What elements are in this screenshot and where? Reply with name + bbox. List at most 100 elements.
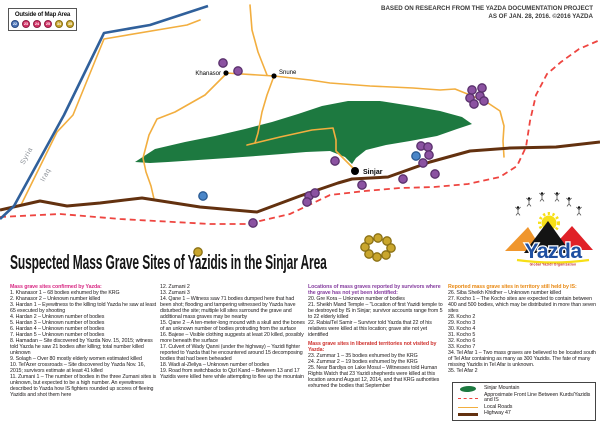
grave-site-entry: 7. Hardan 5 – Unknown number of bodies bbox=[10, 332, 105, 338]
section-heading: Reported mass grave sites in territory s… bbox=[448, 284, 577, 290]
grave-site-entry: 13. Zumani 3 bbox=[160, 290, 190, 296]
outside-map-area-label: Outside of Map Area bbox=[14, 11, 71, 18]
confirmed_by_yazda-marker bbox=[310, 188, 320, 198]
legend-row-mountain: Sinjar Mountain bbox=[456, 385, 592, 393]
logo-people-icons bbox=[515, 192, 582, 216]
grave-site-entry: 31. Kocho 5 bbox=[448, 332, 476, 338]
grave-site-markers bbox=[193, 58, 489, 262]
town-label-khanasor: Khanasor bbox=[195, 71, 221, 77]
logo-mountain-black bbox=[524, 221, 571, 253]
grave-site-entry: 23. Zummar 1 – 35 bodies exhumed by the … bbox=[308, 353, 418, 359]
grave-site-entry: 34. Tel Afar 1 – Two mass graves are bel… bbox=[448, 350, 596, 368]
outside-map-dots: 22 23 24 25 34 35 bbox=[11, 19, 74, 28]
grave-site-entry: 16. Bajese – Visible clothing suggests a… bbox=[160, 332, 304, 344]
legend-label: Sinjar Mountain bbox=[484, 385, 520, 392]
confirmed_by_yazda-marker bbox=[423, 142, 433, 152]
column-survivor-and-liberated-sites: Locations of mass graves reported by sur… bbox=[308, 284, 445, 389]
territory_held_by_is-marker bbox=[360, 242, 370, 252]
grave-site-entry: 12. Zumani 2 bbox=[160, 284, 190, 290]
outside-site-dot: 25 bbox=[44, 19, 52, 28]
local-road-swatch-icon bbox=[456, 407, 480, 409]
territory_held_by_is-marker bbox=[382, 236, 392, 246]
grave-site-entry: 2. Khanasor 2 – Unknown number killed bbox=[10, 296, 101, 302]
confirmed_by_yazda-marker bbox=[357, 180, 367, 190]
grave-site-entry: 1. Khanasor 1 – 68 bodies exhumed by the… bbox=[10, 290, 120, 296]
local-road bbox=[254, 75, 275, 144]
column-confirmed-sites: Mass grave sites confirmed by Yazda: 1. K… bbox=[10, 284, 157, 398]
highway-47 bbox=[0, 140, 600, 214]
legend-label: Approximate Front Line Between Kurds/Yaz… bbox=[484, 391, 591, 404]
grave-site-entry: 24. Zummar 2 – 19 bodies exhumed by the … bbox=[308, 359, 418, 365]
grave-site-entry: 6. Hardan 4 – Unknown number of bodies bbox=[10, 326, 105, 332]
confirmed_by_yazda-marker bbox=[424, 150, 434, 160]
column-confirmed-sites-continued: 12. Zumani 2 13. Zumani 3 14. Qane 1 – Wit… bbox=[160, 284, 306, 380]
grave-site-entry: 26. Siba Sheikh Khidher – Unknown number… bbox=[448, 290, 562, 296]
grave-site-entry: 27. Kocho 1 – The Kocho sites are expect… bbox=[448, 296, 596, 314]
town-dot-sinjar bbox=[351, 167, 359, 175]
local-road bbox=[225, 72, 505, 158]
grave-site-entry: 9. Solagh – Over 80 mostly elderly women… bbox=[10, 356, 142, 362]
confirmed_by_yazda-marker bbox=[233, 66, 243, 76]
legend-row-local-roads: Local Roads bbox=[456, 403, 592, 411]
section-heading: Locations of mass graves reported by sur… bbox=[308, 284, 441, 296]
grave-site-entry: 19. Road from switchbacks to Qizl Kand –… bbox=[160, 368, 304, 380]
outside-site-dot: 35 bbox=[66, 19, 74, 28]
town-dot-snune bbox=[271, 73, 277, 79]
territory_held_by_is-marker bbox=[193, 247, 203, 257]
town-markers: Khanasor Snune Sinjar bbox=[195, 70, 382, 176]
town-label-sinjar: Sinjar bbox=[363, 169, 383, 176]
confirmed_by_yazda-marker bbox=[479, 96, 489, 106]
grave-site-entry: 22. Rabia/Tel Samir – Survivor told Yazd… bbox=[308, 320, 432, 338]
front-line bbox=[0, 39, 600, 225]
confirmed_by_yazda-marker bbox=[398, 174, 408, 184]
grave-site-entry: 32. Kocho 6 bbox=[448, 338, 476, 344]
confirmed_by_yazda-marker bbox=[330, 156, 340, 166]
legend-label: Local Roads bbox=[484, 403, 513, 410]
attribution-line-1: BASED ON RESEARCH FROM THE YAZDA DOCUMEN… bbox=[381, 5, 593, 12]
outside-site-dot: 22 bbox=[11, 19, 19, 28]
territory_held_by_is-marker bbox=[381, 250, 391, 260]
outside-site-dot: 34 bbox=[55, 19, 63, 28]
territory_held_by_is-marker bbox=[372, 252, 382, 262]
grave-site-entry: 30. Kocho 4 bbox=[448, 326, 476, 332]
logo-subtitle: Global Yazidi Organization bbox=[530, 263, 577, 267]
confirmed_by_yazda-marker bbox=[430, 169, 440, 179]
confirmed_by_yazda-marker bbox=[248, 218, 258, 228]
syria-iraq-border bbox=[0, 4, 209, 220]
local-road bbox=[142, 73, 227, 200]
confirmed_by_yazda-marker bbox=[477, 83, 487, 93]
outside-site-dot: 24 bbox=[33, 19, 41, 28]
reported_by_survivors-marker bbox=[198, 191, 208, 201]
confirmed_by_yazda-marker bbox=[218, 58, 228, 68]
grave-site-entry: 11. Zumani 1 – The number of bodies in t… bbox=[10, 374, 157, 398]
legend-row-highway: Highway 47 bbox=[456, 411, 592, 417]
attribution: BASED ON RESEARCH FROM THE YAZDA DOCUMEN… bbox=[381, 5, 593, 20]
legend-label: Highway 47 bbox=[484, 410, 511, 417]
page-title: Suspected Mass Grave Sites of Yazidis in… bbox=[10, 251, 327, 274]
grave-site-entry: 35. Tel Afar 2 bbox=[448, 368, 478, 374]
region-label-iraq: Iraq bbox=[40, 167, 53, 183]
territory_held_by_is-marker bbox=[364, 249, 374, 259]
outside-site-dot: 23 bbox=[22, 19, 30, 28]
confirmed_by_yazda-marker bbox=[418, 158, 428, 168]
legend-row-front-line: Approximate Front Line Between Kurds/Yaz… bbox=[456, 391, 592, 404]
confirmed_by_yazda-marker bbox=[469, 99, 479, 109]
local-road bbox=[249, 4, 268, 76]
grave-site-entry: 14. Qane 1 – Witness saw 71 bodies dumpe… bbox=[160, 296, 296, 320]
local-road bbox=[246, 127, 356, 171]
grave-site-entry: 29. Kocho 3 bbox=[448, 320, 476, 326]
map-legend: Sinjar Mountain Approximate Front Line B… bbox=[452, 382, 596, 421]
town-dot-khanasor bbox=[223, 70, 229, 76]
grave-site-entry: 17. Culvert of Wady Qanni (under the hig… bbox=[160, 344, 303, 362]
yazda-logo: Yazda Global Yazidi Organization bbox=[505, 192, 593, 267]
grave-site-entry: 10. Tel'Azer crossroads – Site discovere… bbox=[10, 362, 145, 374]
confirmed_by_yazda-marker bbox=[467, 85, 477, 95]
grave-site-entry: 4. Hardan 2 – Unknown number of bodies bbox=[10, 314, 105, 320]
logo-wordmark: Yazda bbox=[524, 240, 582, 263]
grave-site-entry: 8. Hamadan – Site discovered by Yazda No… bbox=[10, 338, 153, 356]
mountain-swatch-icon bbox=[456, 385, 480, 393]
grave-site-entry: 15. Qane 2 – A ten-meter-long mound with… bbox=[160, 320, 305, 332]
territory_held_by_is-marker bbox=[373, 233, 383, 243]
local-road bbox=[20, 19, 201, 206]
